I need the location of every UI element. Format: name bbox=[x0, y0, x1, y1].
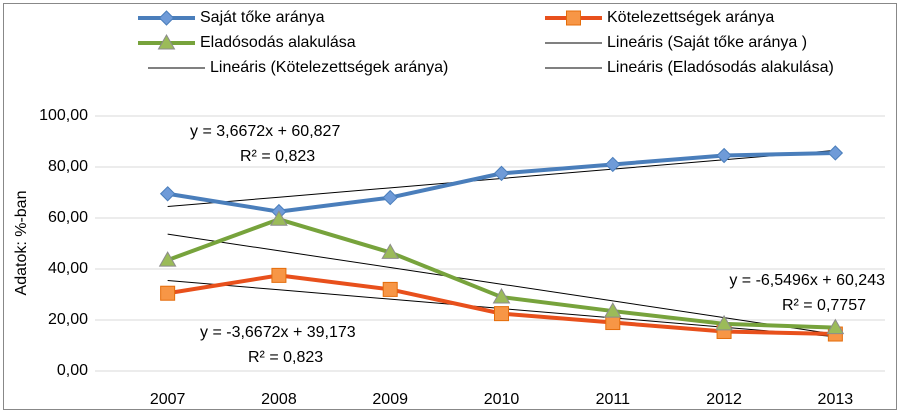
legend-label: Lineáris (Eladósodás alakulása) bbox=[607, 59, 834, 76]
marker bbox=[566, 10, 581, 26]
trend-equation: y = -6,5496x + 60,243 bbox=[729, 272, 885, 289]
marker bbox=[270, 210, 288, 226]
marker bbox=[158, 10, 175, 26]
legend-label: Lineáris (Kötelezettségek aránya) bbox=[210, 59, 448, 76]
marker bbox=[605, 156, 621, 173]
marker bbox=[603, 302, 622, 318]
trend-equation: y = 3,6672x + 60,827 bbox=[190, 123, 340, 140]
marker bbox=[715, 314, 733, 331]
y-tick-label: 0,00 bbox=[57, 362, 88, 379]
marker bbox=[381, 243, 400, 259]
y-tick-label: 80,00 bbox=[48, 158, 88, 175]
marker bbox=[492, 288, 511, 304]
legend-label: Eladósodás alakulása bbox=[200, 34, 356, 51]
chart-border bbox=[3, 3, 897, 410]
x-tick-label: 2009 bbox=[372, 391, 408, 408]
legend-label: Saját tőke aránya bbox=[200, 9, 325, 26]
y-tick-label: 40,00 bbox=[48, 260, 88, 277]
legend-label: Lineáris (Saját tőke aránya ) bbox=[607, 34, 807, 51]
x-tick-label: 2008 bbox=[261, 391, 297, 408]
marker bbox=[716, 147, 732, 164]
marker bbox=[382, 281, 398, 297]
marker bbox=[157, 33, 176, 50]
marker bbox=[158, 251, 177, 267]
trend-r-squared: R² = 0,823 bbox=[248, 349, 323, 366]
marker bbox=[160, 285, 176, 301]
x-tick-label: 2013 bbox=[818, 391, 854, 408]
legend-label: Kötelezettségek aránya bbox=[607, 9, 774, 26]
marker bbox=[827, 145, 844, 161]
marker bbox=[826, 318, 845, 335]
marker bbox=[494, 306, 509, 322]
y-axis-label: Adatok: %-ban bbox=[13, 191, 30, 296]
marker bbox=[605, 315, 621, 331]
marker bbox=[271, 267, 287, 283]
x-tick-label: 2007 bbox=[150, 391, 186, 408]
trend-equation: y = -3,6672x + 39,173 bbox=[200, 324, 356, 341]
marker bbox=[493, 165, 510, 182]
trend-r-squared: R² = 0,7757 bbox=[782, 297, 866, 314]
y-tick-label: 60,00 bbox=[48, 209, 88, 226]
y-tick-label: 20,00 bbox=[48, 311, 88, 328]
marker bbox=[382, 189, 398, 206]
x-tick-label: 2010 bbox=[484, 391, 520, 408]
x-tick-label: 2011 bbox=[596, 391, 631, 408]
trend-r-squared: R² = 0,823 bbox=[240, 148, 315, 165]
marker bbox=[159, 186, 176, 202]
x-tick-label: 2012 bbox=[706, 391, 742, 408]
y-tick-label: 100,00 bbox=[39, 107, 88, 124]
